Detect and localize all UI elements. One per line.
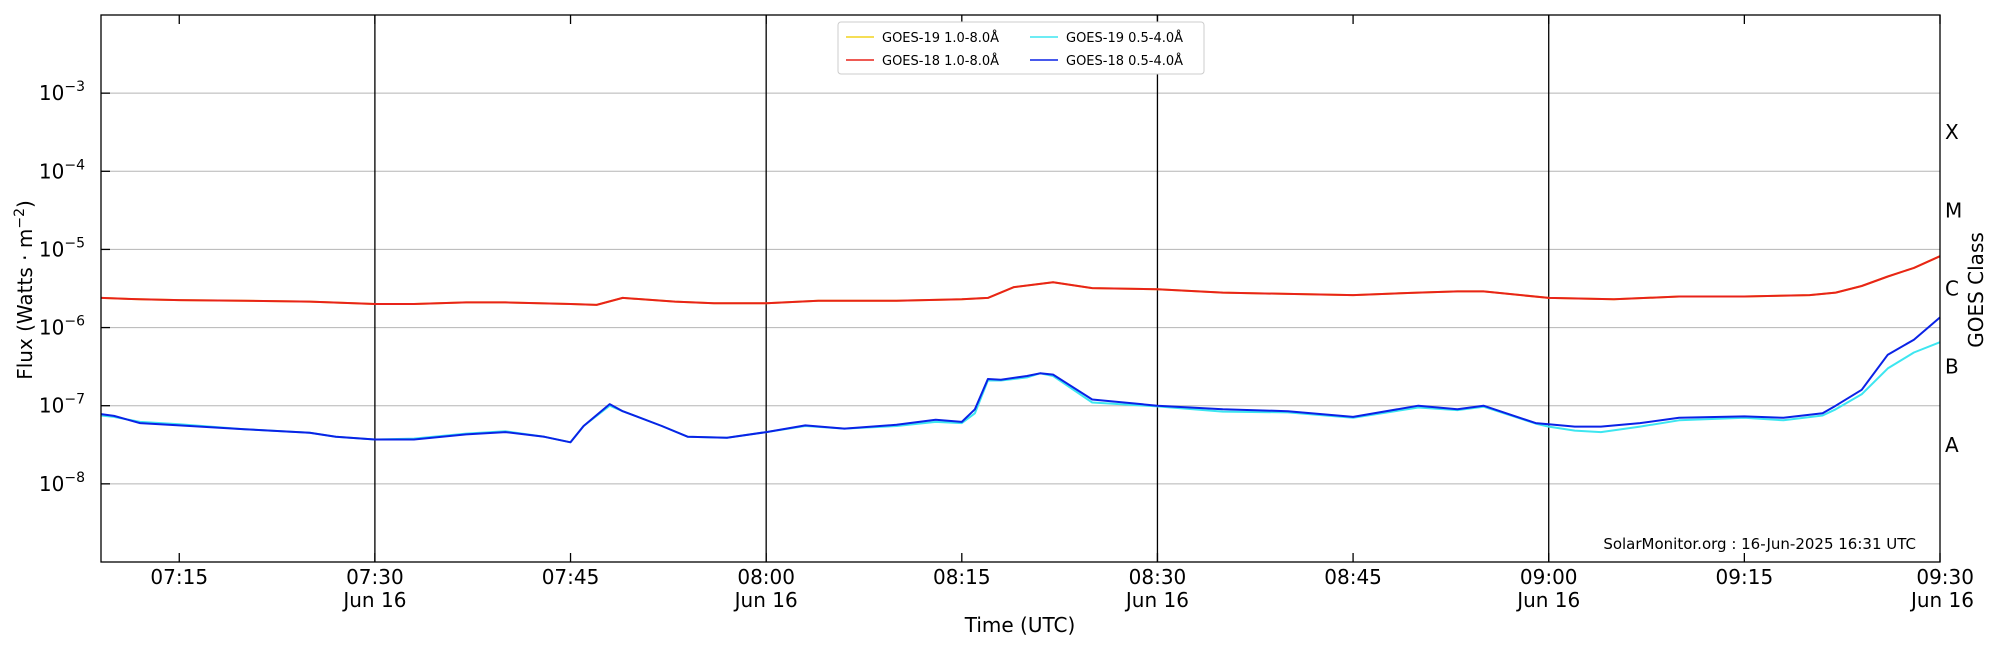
x-tick-date-3: Jun 16: [733, 588, 798, 612]
y-tick-label-2: 10−6: [39, 314, 85, 340]
x-tick-date-1: Jun 16: [341, 588, 406, 612]
y-tick-base: 10: [39, 316, 64, 340]
x-tick-label-8: 09:15: [1716, 565, 1774, 589]
goes-class-label-1: B: [1945, 355, 1959, 379]
x-tick-label-2: 07:45: [542, 565, 600, 589]
series-layer: [100, 255, 1941, 444]
y-axis-title: Flux (Watts · m−2): [12, 200, 37, 380]
goes-class-labels: A B C M X: [1945, 120, 1962, 457]
y-axis-title-exponent: −2: [12, 208, 28, 229]
series-line-3: [100, 316, 1941, 444]
goes-class-axis-title: GOES Class: [1964, 232, 1988, 348]
legend-label-1: GOES-18 1.0-8.0Å: [882, 53, 999, 69]
x-tick-label-0: 07:15: [150, 565, 208, 589]
series-line-1: [100, 255, 1941, 306]
y-tick-label-1: 10−7: [39, 392, 85, 418]
y-axis-ticks: 10−810−710−610−510−410−3: [39, 79, 110, 496]
y-tick-base: 10: [39, 472, 64, 496]
legend-box: [837, 21, 1205, 75]
x-tick-label-1: 07:30: [346, 565, 404, 589]
plot-frame: [100, 14, 1941, 563]
y-tick-label-0: 10−8: [39, 470, 85, 496]
x-axis-title: Time (UTC): [964, 613, 1076, 637]
grid-layer: [101, 92, 1940, 485]
x-tick-label-7: 09:00: [1520, 565, 1578, 589]
y-tick-base: 10: [39, 394, 64, 418]
x-tick-label-9: 09:30: [1916, 565, 1974, 589]
y-tick-exponent: −3: [64, 79, 85, 95]
x-tick-date-9: Jun 16: [1909, 588, 1974, 612]
x-tick-label-3: 08:00: [737, 565, 795, 589]
goes-class-label-4: X: [1945, 120, 1959, 144]
x-tick-label-5: 08:30: [1129, 565, 1187, 589]
x-tick-date-7: Jun 16: [1515, 588, 1580, 612]
y-tick-base: 10: [39, 159, 64, 183]
y-tick-label-5: 10−3: [39, 79, 85, 105]
legend: GOES-19 1.0-8.0Å GOES-19 0.5-4.0Å GOES-18 …: [837, 21, 1205, 75]
x-tick-label-4: 08:15: [933, 565, 991, 589]
y-tick-exponent: −7: [64, 392, 85, 408]
credit-text: SolarMonitor.org : 16-Jun-2025 16:31 UTC: [1603, 535, 1916, 553]
y-tick-base: 10: [39, 237, 64, 261]
legend-label-2: GOES-19 0.5-4.0Å: [1066, 30, 1183, 46]
y-tick-label-3: 10−5: [39, 235, 85, 261]
y-tick-label-4: 10−4: [39, 157, 85, 183]
goes-class-label-3: M: [1945, 198, 1962, 222]
y-tick-exponent: −6: [64, 314, 85, 330]
y-tick-exponent: −4: [64, 157, 85, 173]
y-axis-title-close: ): [13, 200, 37, 208]
y-tick-base: 10: [39, 81, 64, 105]
legend-label-0: GOES-19 1.0-8.0Å: [882, 30, 999, 46]
y-tick-exponent: −5: [64, 235, 85, 251]
y-axis-title-main: Flux (Watts · m: [13, 229, 37, 380]
goes-class-label-0: A: [1945, 433, 1959, 457]
y-tick-exponent: −8: [64, 470, 85, 486]
day-marker-lines: [374, 15, 1550, 562]
series-line-2: [100, 341, 1941, 444]
x-tick-label-6: 08:45: [1324, 565, 1382, 589]
legend-label-3: GOES-18 0.5-4.0Å: [1066, 53, 1183, 69]
x-tick-date-5: Jun 16: [1124, 588, 1189, 612]
goes-class-label-2: C: [1945, 277, 1959, 301]
